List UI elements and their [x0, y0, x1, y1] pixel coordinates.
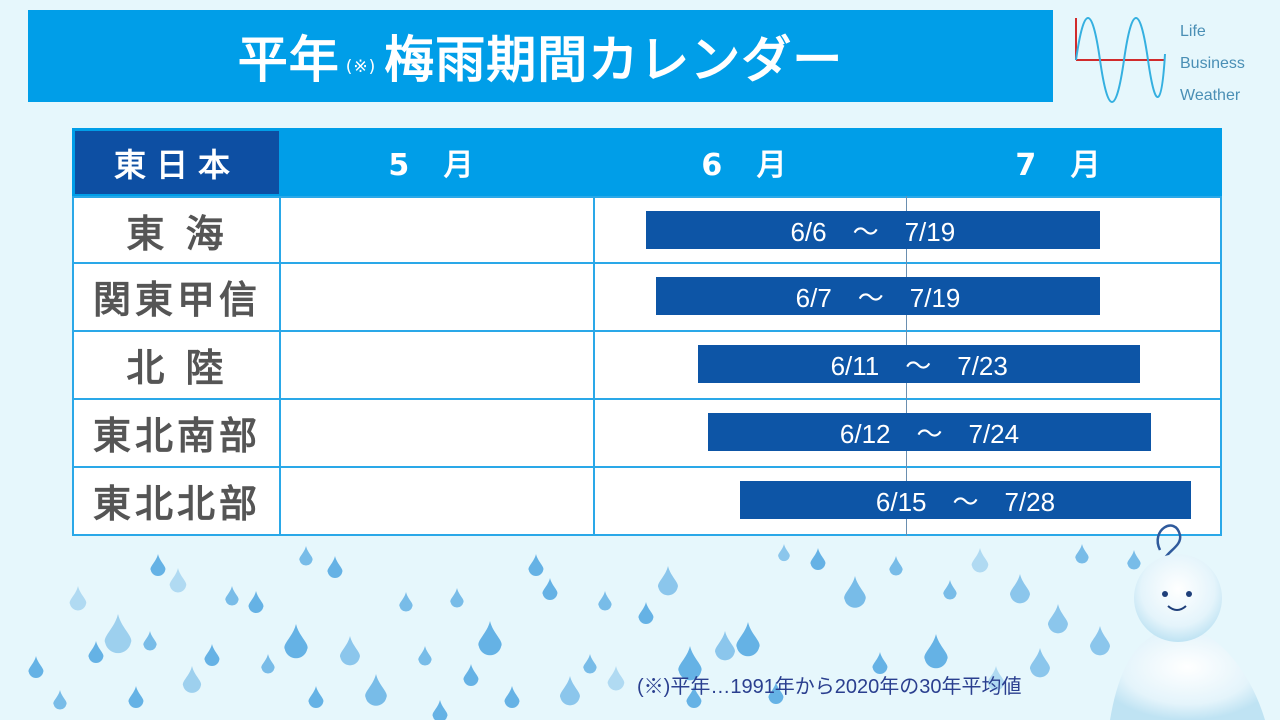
row-divider	[72, 398, 1222, 400]
raindrop	[182, 666, 202, 693]
row-divider	[72, 330, 1222, 332]
raindrop	[844, 576, 866, 608]
raindrop	[450, 588, 464, 608]
raindrop	[943, 580, 957, 600]
month-may: 5 月	[388, 148, 486, 183]
raindrop	[810, 548, 826, 570]
raindrop	[889, 556, 903, 576]
raindrop	[778, 544, 790, 562]
region-label: 東 海	[126, 211, 228, 256]
logo-word: Weather	[1180, 87, 1241, 104]
raindrop	[736, 622, 760, 657]
raindrop	[638, 602, 654, 624]
raindrops-decoration	[28, 544, 1141, 720]
teru-teru-bozu-icon	[1110, 524, 1265, 720]
period-bar: 6/11 ～ 7/23	[698, 345, 1141, 383]
raindrop	[432, 700, 448, 720]
title-note: (※)	[345, 57, 377, 77]
column-divider	[593, 196, 595, 536]
period-bar: 6/7 ～ 7/19	[656, 277, 1100, 315]
raindrop	[418, 646, 432, 666]
raindrop	[53, 690, 67, 710]
column-divider	[279, 196, 281, 536]
region-label: 東北北部	[92, 481, 261, 526]
raindrop	[598, 591, 612, 611]
raindrop	[143, 631, 157, 651]
raindrop	[1075, 544, 1089, 564]
rainy-season-calendar: 東日本 5 月 6 月 7 月 東 海 関東甲信 北 陸 東北南部 東北北部 6…	[72, 128, 1222, 536]
raindrop	[88, 641, 104, 663]
logo-wave-icon	[1075, 17, 1166, 103]
title-rest: 梅雨期間カレンダー	[384, 31, 844, 89]
raindrop	[128, 686, 144, 708]
raindrop	[768, 682, 784, 704]
logo-words: Life Business Weather	[1180, 16, 1245, 112]
raindrop	[1127, 550, 1141, 570]
raindrop	[1090, 626, 1110, 656]
raindrop	[299, 546, 313, 566]
raindrop	[261, 654, 275, 674]
logo-word: Business	[1180, 55, 1245, 72]
month-june: 6 月	[701, 148, 799, 183]
raindrop	[365, 674, 387, 706]
raindrop	[150, 554, 166, 576]
raindrop	[248, 591, 264, 613]
row-divider	[72, 466, 1222, 468]
footnote: (※)平年…1991年から2020年の30年平均値	[637, 676, 1022, 698]
raindrop	[678, 646, 702, 681]
row-divider	[72, 262, 1222, 264]
raindrop	[284, 624, 308, 659]
raindrop	[327, 556, 343, 578]
period-bar: 6/15 ～ 7/28	[739, 481, 1192, 519]
raindrop	[28, 656, 44, 678]
raindrop	[504, 686, 520, 708]
page-title: 平年 (※) 梅雨期間カレンダー	[28, 10, 1053, 102]
raindrop	[225, 586, 239, 606]
raindrop	[686, 686, 702, 708]
raindrop	[69, 586, 87, 611]
period-bar: 6/12 ～ 7/24	[708, 413, 1151, 451]
raindrop	[463, 664, 479, 686]
raindrop	[169, 568, 187, 593]
raindrop	[583, 654, 597, 674]
region-label: 東北南部	[92, 413, 261, 458]
raindrop	[560, 676, 580, 706]
raindrop	[478, 621, 502, 656]
title-main: 平年	[237, 31, 340, 89]
raindrop	[872, 652, 888, 674]
raindrop	[658, 566, 678, 596]
raindrop	[1030, 648, 1050, 678]
raindrop	[204, 644, 220, 666]
raindrop	[399, 592, 413, 612]
raindrop	[542, 578, 558, 600]
raindrop	[971, 548, 989, 573]
raindrop	[340, 636, 360, 666]
raindrop	[715, 631, 735, 661]
raindrop	[987, 666, 1005, 691]
raindrop	[104, 614, 132, 654]
region-label: 関東甲信	[92, 277, 261, 322]
region-label: 北 陸	[126, 345, 228, 390]
month-july: 7 月	[1015, 148, 1113, 183]
raindrop	[1010, 574, 1030, 604]
raindrop	[528, 554, 544, 576]
period-bar: 6/6 ～ 7/19	[646, 211, 1100, 249]
header-label: 東日本	[75, 131, 279, 194]
logo-word: Life	[1180, 23, 1206, 40]
raindrop	[1048, 604, 1068, 634]
raindrop	[607, 666, 625, 691]
raindrop	[308, 686, 324, 708]
raindrop	[924, 634, 948, 669]
